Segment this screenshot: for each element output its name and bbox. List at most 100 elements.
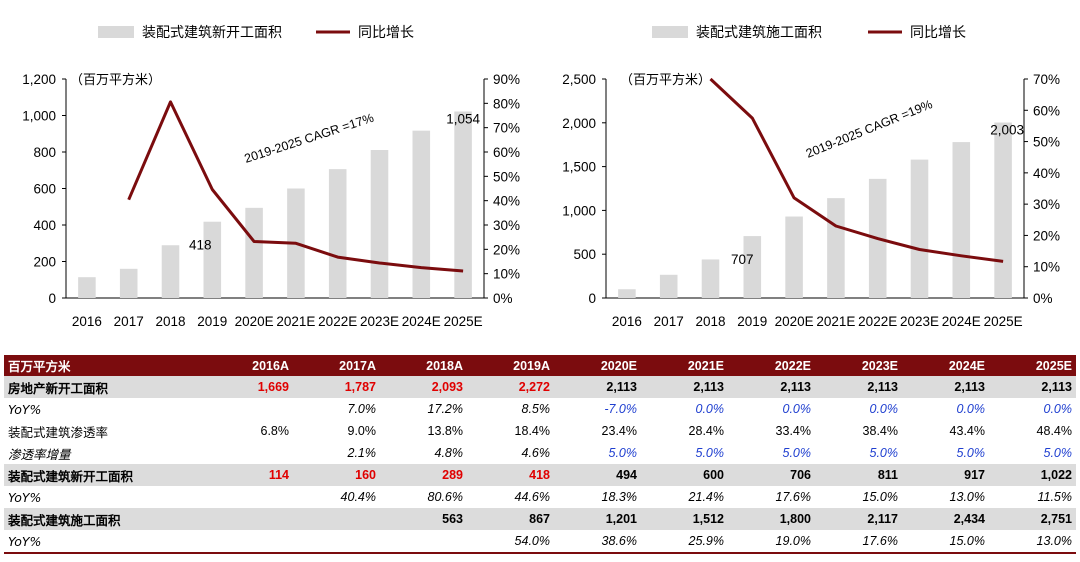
- table-cell: [206, 530, 293, 554]
- unit-label: （百万平方米）: [70, 72, 161, 88]
- table-cell: 38.6%: [554, 530, 641, 554]
- table-cell: 13.8%: [427, 424, 463, 438]
- table-cell: 2,113: [554, 376, 641, 398]
- table-year-header: 2018A: [380, 355, 467, 376]
- table-cell: 13.0%: [989, 530, 1076, 554]
- table-year-header: 2024E: [902, 355, 989, 376]
- table-cell: 0.0%: [956, 402, 986, 416]
- table-cell: 8.5%: [521, 402, 551, 416]
- table-cell: 2,093: [380, 376, 467, 398]
- table-year-header: 2023E: [815, 355, 902, 376]
- unit-label: （百万平方米）: [620, 72, 711, 88]
- data-label: 2,003: [990, 123, 1024, 138]
- table-cell: 4.8%: [434, 446, 464, 460]
- table-cell: 0.0%: [782, 402, 812, 416]
- table-cell: 21.4%: [688, 490, 724, 504]
- left-tick-label: 1,200: [22, 72, 56, 87]
- row-label: YoY%: [8, 489, 42, 505]
- bar-2023E: [910, 159, 929, 298]
- table-cell: [380, 530, 467, 554]
- table-cell: 2,113: [902, 376, 989, 398]
- table-cell: 1,800: [728, 508, 815, 530]
- x-tick-label: 2024E: [942, 314, 981, 329]
- table-cell: 5.0%: [782, 446, 812, 460]
- table-cell: 1,201: [554, 508, 641, 530]
- right-tick-label: 50%: [1033, 135, 1060, 150]
- table-cell: 25.9%: [641, 530, 728, 554]
- table-row: 装配式建筑施工面积 563 867 1,201 1,512 1,800 2,117 2,434…: [4, 508, 1076, 530]
- table-cell: [206, 442, 293, 464]
- left-tick-label: 1,500: [562, 160, 596, 175]
- table-row: YoY% 54.0% 38.6% 25.9% 19.0% 17.6% 15.0% 13.0%: [4, 530, 1076, 554]
- x-tick-label: 2019: [737, 314, 767, 329]
- right-tick-label: 80%: [493, 96, 520, 111]
- x-tick-label: 2023E: [360, 314, 399, 329]
- row-label: 装配式建筑施工面积: [4, 508, 206, 530]
- bar-2017: [659, 274, 678, 298]
- x-tick-label: 2016: [612, 314, 642, 329]
- table-cell: 13.0%: [949, 490, 985, 504]
- table-cell: 494: [554, 464, 641, 486]
- bar-2016: [78, 277, 96, 298]
- x-tick-label: 2023E: [900, 314, 939, 329]
- table-cell: 0.0%: [869, 402, 899, 416]
- x-tick-label: 2025E: [984, 314, 1023, 329]
- cagr-annotation: 2019-2025 CAGR =17%: [243, 111, 376, 166]
- table-cell: 289: [380, 464, 467, 486]
- table-cell: 19.0%: [728, 530, 815, 554]
- bar-2022E: [328, 169, 347, 298]
- table-row: YoY% 7.0% 17.2% 8.5% -7.0% 0.0% 0.0% 0.0% 0.0% 0.…: [4, 398, 1076, 420]
- table-cell: 33.4%: [775, 424, 811, 438]
- table-cell: 563: [380, 508, 467, 530]
- right-tick-label: 20%: [493, 242, 520, 257]
- left-tick-label: 600: [33, 182, 56, 197]
- right-tick-label: 40%: [1033, 166, 1060, 181]
- x-tick-label: 2024E: [402, 314, 441, 329]
- row-label: 渗透率增量: [8, 446, 71, 462]
- bar-2021E: [827, 198, 845, 298]
- table-cell: 2,272: [467, 376, 554, 398]
- table-cell: [293, 508, 380, 530]
- table-header-row: 百万平方米 2016A 2017A 2018A 2019A 2020E 2021E 2022E…: [4, 355, 1076, 376]
- table-cell: 6.8%: [260, 424, 290, 438]
- table-cell: 2,113: [815, 376, 902, 398]
- table-cell: 114: [206, 464, 293, 486]
- table-year-header: 2022E: [728, 355, 815, 376]
- table-year-header: 2017A: [293, 355, 380, 376]
- table-cell: [206, 398, 293, 420]
- table-row: YoY% 40.4% 80.6% 44.6% 18.3% 21.4% 17.6% 15.0% 1…: [4, 486, 1076, 508]
- right-tick-label: 20%: [1033, 228, 1060, 243]
- table-cell: 1,512: [641, 508, 728, 530]
- table-year-header: 2021E: [641, 355, 728, 376]
- row-label: 装配式建筑渗透率: [8, 424, 109, 440]
- bar-2017: [119, 268, 138, 298]
- table-cell: 5.0%: [1043, 446, 1073, 460]
- table-cell: 5.0%: [695, 446, 725, 460]
- table-year-header: 2016A: [206, 355, 293, 376]
- bar-2023E: [370, 149, 389, 298]
- table-cell: 23.4%: [601, 424, 637, 438]
- table-cell: 0.0%: [695, 402, 725, 416]
- right-tick-label: 90%: [493, 72, 520, 87]
- table-cell: 160: [293, 464, 380, 486]
- table-cell: 38.4%: [862, 424, 898, 438]
- x-tick-label: 2019: [197, 314, 227, 329]
- x-tick-label: 2017: [114, 314, 144, 329]
- left-tick-label: 800: [33, 145, 56, 160]
- x-tick-label: 2018: [695, 314, 725, 329]
- table-year-header: 2020E: [554, 355, 641, 376]
- yoy-growth-line: [709, 77, 1004, 263]
- legend-line-label: 同比增长: [358, 25, 414, 41]
- table-cell: 5.0%: [956, 446, 986, 460]
- left-tick-label: 200: [33, 255, 56, 270]
- bar-2025E: [454, 111, 472, 298]
- legend-line-label: 同比增长: [910, 25, 966, 41]
- table-year-header: 2019A: [467, 355, 554, 376]
- legend-bar-label: 装配式建筑施工面积: [696, 25, 822, 41]
- x-tick-label: 2021E: [816, 314, 855, 329]
- table-cell: 706: [728, 464, 815, 486]
- legend-bar-swatch: [98, 26, 134, 38]
- table-cell: 2,113: [728, 376, 815, 398]
- bar-2024E: [952, 142, 971, 298]
- row-label: 房地产新开工面积: [4, 376, 206, 398]
